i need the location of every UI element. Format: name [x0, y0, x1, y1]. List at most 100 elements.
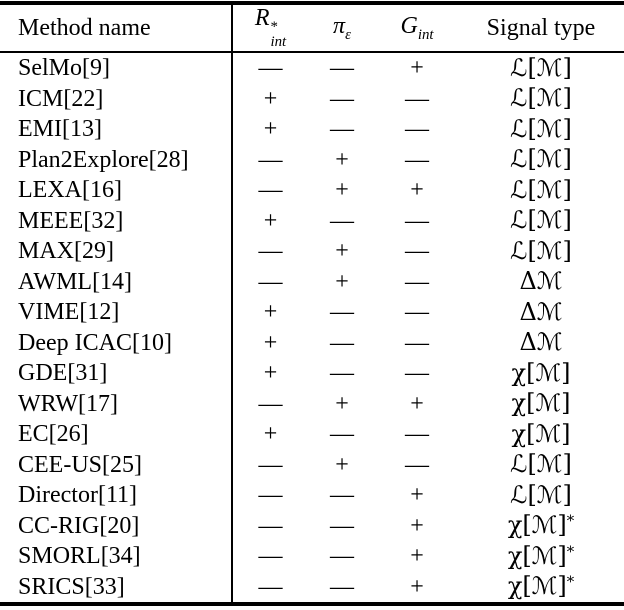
method-name-cell: EC[26] [18, 421, 89, 448]
table-header: Method name R * int πε Gint Signal type [0, 3, 624, 53]
g-value-cell: + [410, 573, 424, 600]
pi-subscript: ε [345, 26, 351, 43]
pi-value-cell: — [330, 116, 354, 143]
signal-type-text: ℒ[ℳ] [510, 175, 572, 204]
col-header-pi-epsilon: πε [308, 3, 376, 53]
g-value-cell: — [405, 207, 429, 234]
g-value-cell: — [405, 360, 429, 387]
pi-value-cell: — [330, 482, 354, 509]
signal-type-superscript: * [566, 572, 575, 591]
method-name-cell: Deep ICAC[10] [18, 329, 172, 356]
r-value-cell: + [231, 327, 308, 358]
pi-symbol: π [333, 12, 346, 39]
signal-type-cell: χ[ℳ]* [458, 541, 624, 572]
signal-type-text: χ[ℳ] [511, 358, 571, 387]
table-row: SMORL[34] — — + χ[ℳ]* [0, 541, 624, 572]
table-row: GDE[31] + — — χ[ℳ] [0, 358, 624, 389]
method-name-cell: ICM[22] [18, 85, 104, 112]
pi-value-cell: + [335, 238, 349, 265]
method-name-cell: EMI[13] [18, 116, 102, 143]
g-subscript: int [417, 26, 434, 43]
signal-type-text: Δℳ [519, 297, 563, 326]
method-name-cell: CEE-US[25] [18, 451, 142, 478]
signal-type-cell: ℒ[ℳ] [458, 52, 624, 84]
table-row: EMI[13] + — — ℒ[ℳ] [0, 114, 624, 145]
pi-value-cell: — [330, 543, 354, 570]
g-value-cell: — [405, 451, 429, 478]
signal-type-text: ℒ[ℳ] [510, 84, 572, 113]
table-row: MAX[29] — + — ℒ[ℳ] [0, 236, 624, 267]
method-name-cell: GDE[31] [18, 360, 108, 387]
r-value-cell: — [231, 449, 308, 480]
pi-value-cell: — [330, 55, 354, 82]
r-int-subscript: int [270, 34, 287, 51]
r-value-cell: + [231, 297, 308, 328]
col-header-signal-type: Signal type [458, 3, 624, 53]
signal-type-cell: ℒ[ℳ] [458, 175, 624, 206]
r-value-cell: — [231, 541, 308, 572]
signal-type-text: χ[ℳ] [511, 419, 571, 448]
g-value-cell: + [410, 543, 424, 570]
signal-type-superscript: * [566, 511, 575, 530]
table-row: SRICS[33] — — + χ[ℳ]* [0, 571, 624, 604]
table-body: SelMo[9] — — + ℒ[ℳ] ICM[22] + — — ℒ[ℳ] EMI[13] + — — ℒ… [0, 52, 624, 604]
signal-type-text: χ[ℳ] [511, 389, 571, 418]
r-int-symbol: R [254, 4, 270, 31]
pi-value-cell: — [330, 299, 354, 326]
col-header-method-name: Method name [0, 3, 232, 53]
g-value-cell: — [405, 299, 429, 326]
r-int-scripts: * int [270, 20, 286, 50]
method-name-cell: MAX[29] [18, 238, 114, 265]
table-row: MEEE[32] + — — ℒ[ℳ] [0, 205, 624, 237]
pi-value-cell: — [330, 573, 354, 600]
signal-type-cell: ℒ[ℳ] [458, 450, 624, 481]
method-name-cell: SRICS[33] [18, 573, 125, 600]
signal-type-text: ℒ[ℳ] [510, 236, 572, 265]
signal-type-superscript: * [566, 542, 575, 561]
signal-type-cell: ℒ[ℳ] [458, 206, 624, 237]
pi-value-cell: + [335, 451, 349, 478]
pi-value-cell: — [330, 207, 354, 234]
method-name-cell: LEXA[16] [18, 177, 122, 204]
signal-type-cell: χ[ℳ] [458, 419, 624, 450]
signal-type-cell: χ[ℳ] [458, 358, 624, 389]
signal-type-cell: Δℳ [458, 267, 624, 298]
g-symbol: G [400, 12, 418, 39]
r-value-cell: — [231, 510, 308, 541]
table-row: ICM[22] + — — ℒ[ℳ] [0, 83, 624, 115]
table-row: LEXA[16] — + + ℒ[ℳ] [0, 175, 624, 206]
method-name-cell: MEEE[32] [18, 207, 124, 234]
pi-value-cell: + [335, 390, 349, 417]
table-row: EC[26] + — — χ[ℳ] [0, 419, 624, 450]
table-row: WRW[17] — + + χ[ℳ] [0, 388, 624, 419]
signal-type-cell: ℒ[ℳ] [458, 84, 624, 115]
signal-type-text: Δℳ [519, 328, 563, 357]
method-name-cell: WRW[17] [18, 390, 118, 417]
r-value-cell: + [231, 114, 308, 145]
signal-type-cell: Δℳ [458, 328, 624, 359]
pi-value-cell: — [330, 85, 354, 112]
r-value-cell: — [231, 266, 308, 297]
signal-type-text: χ[ℳ] [507, 572, 567, 601]
method-name-cell: Director[11] [18, 482, 138, 509]
r-value-cell: + [231, 205, 308, 236]
table-row: SelMo[9] — — + ℒ[ℳ] [0, 52, 624, 84]
pi-value-cell: — [330, 512, 354, 539]
pi-value-cell: + [335, 146, 349, 173]
method-name-cell: VIME[12] [18, 299, 120, 326]
r-value-cell: — [231, 480, 308, 511]
signal-type-cell: ℒ[ℳ] [458, 145, 624, 176]
signal-type-cell: ℒ[ℳ] [458, 114, 624, 145]
table-row: Deep ICAC[10] + — — Δℳ [0, 327, 624, 359]
r-value-cell: — [231, 52, 308, 84]
method-name-cell: SMORL[34] [18, 543, 141, 570]
signal-type-text: ℒ[ℳ] [510, 114, 572, 143]
r-value-cell: — [231, 388, 308, 419]
g-value-cell: — [405, 329, 429, 356]
r-value-cell: — [231, 236, 308, 267]
method-name-cell: CC-RIG[20] [18, 512, 140, 539]
g-value-cell: — [405, 421, 429, 448]
g-value-cell: + [410, 512, 424, 539]
method-name-cell: SelMo[9] [18, 55, 110, 82]
